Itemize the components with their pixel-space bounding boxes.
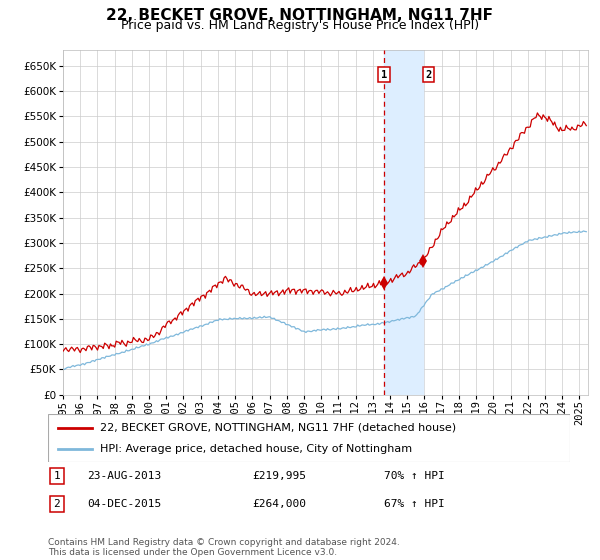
Text: 22, BECKET GROVE, NOTTINGHAM, NG11 7HF: 22, BECKET GROVE, NOTTINGHAM, NG11 7HF — [107, 8, 493, 24]
Text: Price paid vs. HM Land Registry's House Price Index (HPI): Price paid vs. HM Land Registry's House … — [121, 19, 479, 32]
Text: 04-DEC-2015: 04-DEC-2015 — [87, 499, 161, 509]
Text: Contains HM Land Registry data © Crown copyright and database right 2024.
This d: Contains HM Land Registry data © Crown c… — [48, 538, 400, 557]
Text: 2: 2 — [53, 499, 61, 509]
Bar — [384, 50, 423, 395]
Text: 22, BECKET GROVE, NOTTINGHAM, NG11 7HF (detached house): 22, BECKET GROVE, NOTTINGHAM, NG11 7HF (… — [100, 423, 457, 433]
Text: £264,000: £264,000 — [252, 499, 306, 509]
Text: 67% ↑ HPI: 67% ↑ HPI — [384, 499, 445, 509]
Text: £219,995: £219,995 — [252, 471, 306, 481]
Text: 2: 2 — [425, 69, 431, 80]
Text: 23-AUG-2013: 23-AUG-2013 — [87, 471, 161, 481]
Text: 70% ↑ HPI: 70% ↑ HPI — [384, 471, 445, 481]
Text: 1: 1 — [53, 471, 61, 481]
Text: 1: 1 — [381, 69, 387, 80]
Text: HPI: Average price, detached house, City of Nottingham: HPI: Average price, detached house, City… — [100, 444, 412, 454]
FancyBboxPatch shape — [48, 414, 570, 462]
